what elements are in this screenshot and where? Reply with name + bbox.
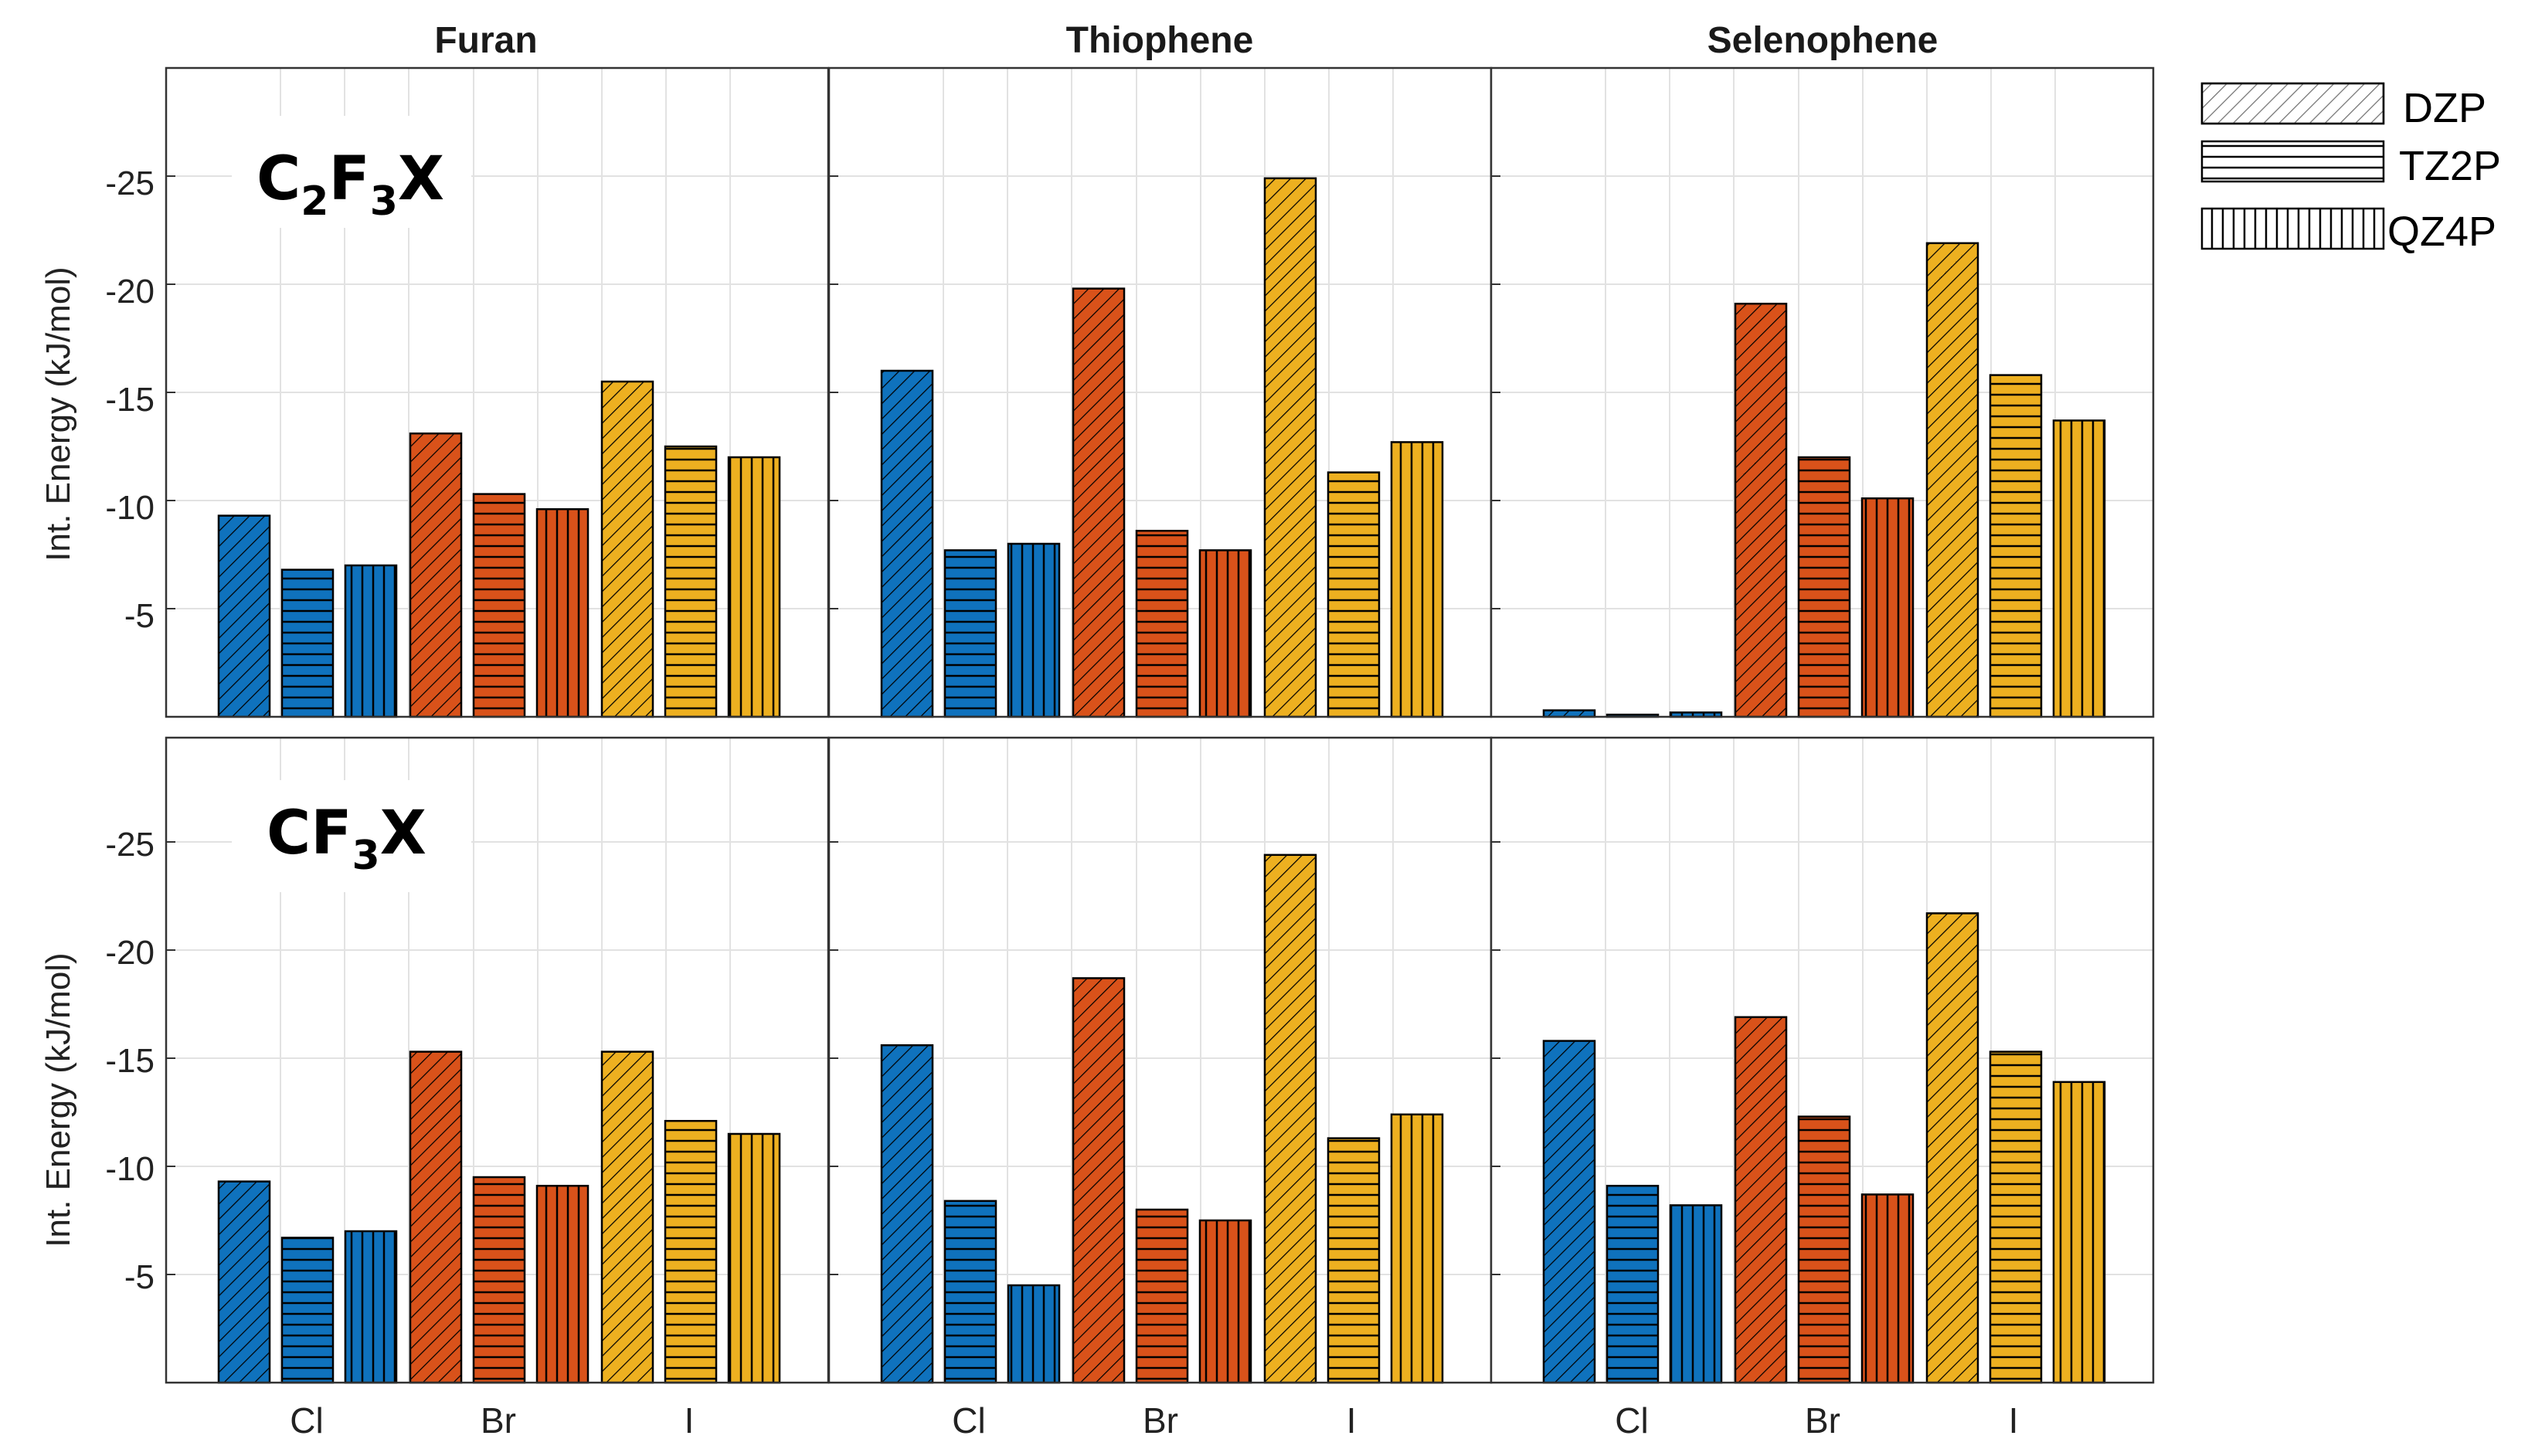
series-label-bg <box>232 780 471 892</box>
series-label-c2f3x: C2F3X <box>257 144 444 225</box>
bar-selenophene-br-dzp-hatch <box>1734 302 1788 718</box>
bar-selenophene-i-qz4p-hatch <box>2052 1081 2106 1384</box>
bar-furan-cl-qz4p-hatch <box>344 564 398 718</box>
y-axis-label-bottom: Int. Energy (kJ/mol) <box>39 952 77 1247</box>
bar-furan-i-tz2p-hatch <box>664 445 718 718</box>
bar-thiophene-br-dzp-hatch <box>1072 287 1126 718</box>
y-tick-label: -10 <box>105 1150 155 1188</box>
bar-selenophene-br-qz4p-hatch <box>1860 497 1915 718</box>
y-axis-label-top: Int. Energy (kJ/mol) <box>39 266 77 561</box>
bar-selenophene-br-qz4p-hatch <box>1860 1193 1915 1384</box>
bar-thiophene-br-qz4p-hatch <box>1198 1219 1252 1384</box>
bar-thiophene-i-qz4p-hatch <box>1390 1113 1444 1384</box>
bar-furan-br-qz4p-hatch <box>535 507 590 718</box>
x-category-label: Br <box>1805 1400 1840 1441</box>
formula-subscript: 2 <box>301 178 328 225</box>
y-tick-label: -25 <box>105 165 155 202</box>
bar-selenophene-cl-tz2p-hatch <box>1605 1184 1660 1384</box>
y-tick-label: -15 <box>105 1042 155 1080</box>
legend-label-dzp: DZP <box>2403 85 2486 131</box>
legend-swatch-qz4p <box>2200 207 2385 250</box>
formula-part: X <box>380 799 426 868</box>
bar-selenophene-i-tz2p-hatch <box>1989 374 2043 718</box>
bar-furan-i-qz4p-hatch <box>727 456 781 718</box>
x-category-label: Br <box>1143 1400 1178 1441</box>
column-title-selenophene: Selenophene <box>1707 20 1938 61</box>
formula-part: CF <box>267 799 352 868</box>
bar-selenophene-br-tz2p-hatch <box>1797 1115 1851 1384</box>
x-category-label: Cl <box>952 1400 985 1441</box>
legend: DZP TZ2P QZ4P <box>2200 82 2501 255</box>
y-tick-label: -5 <box>124 597 155 635</box>
x-category-label: I <box>2009 1400 2019 1441</box>
bar-furan-cl-tz2p-hatch <box>280 568 335 718</box>
bar-thiophene-br-tz2p-hatch <box>1135 529 1189 718</box>
bar-selenophene-i-tz2p-hatch <box>1989 1050 2043 1384</box>
bar-furan-br-dzp-hatch <box>409 1050 463 1384</box>
bar-furan-i-qz4p-hatch <box>727 1132 781 1384</box>
bar-thiophene-br-dzp-hatch <box>1072 977 1126 1384</box>
column-title-thiophene: Thiophene <box>1066 20 1254 61</box>
bar-furan-i-dzp-hatch <box>600 380 654 718</box>
bar-furan-cl-tz2p-hatch <box>280 1237 335 1384</box>
bar-furan-i-dzp-hatch <box>600 1050 654 1384</box>
formula-part: C <box>257 144 301 214</box>
chart-panels <box>165 66 2155 1384</box>
legend-swatch-dzp <box>2200 82 2385 125</box>
x-category-label: I <box>1347 1400 1357 1441</box>
formula-subscript: 3 <box>352 833 380 879</box>
bar-furan-cl-qz4p-hatch <box>344 1230 398 1384</box>
legend-swatch-dzp-border <box>2200 82 2385 125</box>
x-category-label: I <box>685 1400 695 1441</box>
bar-thiophene-i-dzp-hatch <box>1263 177 1317 718</box>
formula-part: F <box>328 144 369 214</box>
bar-thiophene-i-tz2p-hatch <box>1327 471 1381 718</box>
bar-furan-br-qz4p-hatch <box>535 1184 590 1384</box>
bar-furan-br-dzp-hatch <box>409 432 463 718</box>
legend-label-qz4p: QZ4P <box>2387 209 2496 255</box>
x-category-label: Br <box>481 1400 516 1441</box>
y-tick-label: -5 <box>124 1258 155 1296</box>
bar-furan-cl-dzp-hatch <box>217 514 271 718</box>
legend-swatch-tz2p <box>2200 140 2385 183</box>
bar-selenophene-br-dzp-hatch <box>1734 1016 1788 1384</box>
bar-thiophene-br-tz2p-hatch <box>1135 1208 1189 1384</box>
bar-furan-i-tz2p-hatch <box>664 1119 718 1384</box>
bar-thiophene-i-qz4p-hatch <box>1390 441 1444 718</box>
bar-thiophene-i-dzp-hatch <box>1263 854 1317 1384</box>
bar-selenophene-cl-qz4p-hatch <box>1669 1204 1723 1384</box>
series-label-bg <box>232 116 471 228</box>
column-title-furan: Furan <box>434 20 537 61</box>
y-tick-label: -25 <box>105 826 155 864</box>
formula-part: X <box>398 144 444 214</box>
bar-thiophene-cl-qz4p-hatch <box>1007 1284 1061 1384</box>
legend-label-tz2p: TZ2P <box>2399 143 2501 189</box>
bar-furan-br-tz2p-hatch <box>472 1176 526 1384</box>
y-tick-label: -10 <box>105 489 155 527</box>
bar-thiophene-cl-dzp-hatch <box>880 369 934 718</box>
formula-subscript: 3 <box>370 178 398 225</box>
bar-selenophene-i-dzp-hatch <box>1925 242 1979 718</box>
bar-thiophene-cl-tz2p-hatch <box>943 1200 997 1384</box>
x-category-label: Cl <box>1615 1400 1648 1441</box>
y-tick-label: -20 <box>105 273 155 311</box>
bar-thiophene-i-tz2p-hatch <box>1327 1137 1381 1384</box>
y-tick-label: -20 <box>105 934 155 972</box>
bar-thiophene-br-qz4p-hatch <box>1198 549 1252 718</box>
series-label-cf3x: CF3X <box>267 799 426 879</box>
y-tick-label: -15 <box>105 381 155 419</box>
bar-thiophene-cl-qz4p-hatch <box>1007 542 1061 718</box>
bar-selenophene-i-qz4p-hatch <box>2052 419 2106 718</box>
bar-selenophene-cl-dzp-hatch <box>1542 1040 1596 1384</box>
panel-frame <box>1490 736 2155 1384</box>
bar-selenophene-i-dzp-hatch <box>1925 912 1979 1384</box>
bar-thiophene-cl-dzp-hatch <box>880 1044 934 1384</box>
bar-furan-br-tz2p-hatch <box>472 493 526 718</box>
bar-selenophene-br-tz2p-hatch <box>1797 456 1851 718</box>
bar-thiophene-cl-tz2p-hatch <box>943 549 997 718</box>
bar-furan-cl-dzp-hatch <box>217 1180 271 1384</box>
bar-selenophene-cl-dzp-hatch <box>1542 709 1596 718</box>
x-category-label: Cl <box>290 1400 323 1441</box>
